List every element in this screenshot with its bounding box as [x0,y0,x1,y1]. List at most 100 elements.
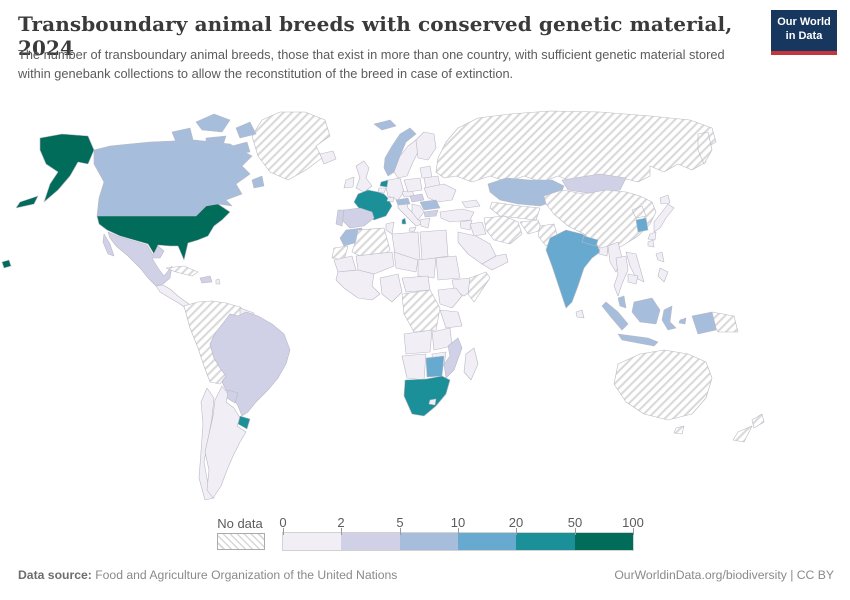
country-mali[interactable] [355,251,395,275]
country-central-asia[interactable] [489,201,541,221]
country-austria[interactable] [395,197,411,206]
country-taiwan[interactable] [647,239,655,248]
country-canada-arctic3[interactable] [171,127,194,143]
country-canada-arctic1[interactable] [195,113,231,133]
country-west-africa[interactable] [335,269,381,301]
country-egypt[interactable] [419,229,449,261]
country-svalbard[interactable] [373,119,397,131]
country-iran[interactable] [483,215,523,245]
country-kamchatka[interactable] [697,131,713,165]
country-thailand[interactable] [613,255,629,297]
country-india[interactable] [545,229,601,309]
country-norway[interactable] [383,127,417,177]
country-malaysia[interactable] [617,295,627,309]
country-germany[interactable] [385,177,405,201]
country-lesser-antilles[interactable] [215,278,221,285]
country-vietnam-laos[interactable] [625,251,645,283]
country-syria[interactable] [459,219,473,231]
country-iceland[interactable] [319,150,337,165]
country-philippines-luzon[interactable] [655,251,665,263]
country-tanzania[interactable] [439,309,463,329]
country-united-states[interactable] [96,203,231,261]
country-switzerland[interactable] [386,196,395,203]
country-cambodia[interactable] [627,273,639,285]
country-somalia[interactable] [467,271,491,303]
country-poland[interactable] [403,177,423,193]
owid-link[interactable]: OurWorldinData.org/biodiversity | CC BY [614,568,834,582]
country-tasmania[interactable] [673,425,685,435]
country-madagascar[interactable] [463,347,479,381]
country-namibia[interactable] [401,353,427,381]
legend-no-data-swatch[interactable] [217,533,265,550]
country-new-zealand-north[interactable] [751,413,765,429]
country-hawaii[interactable] [1,259,12,269]
country-canada-arctic2[interactable] [235,121,257,139]
country-spain[interactable] [341,207,375,229]
country-nepal[interactable] [581,235,599,247]
country-netherlands[interactable] [379,179,389,188]
country-bulgaria[interactable] [423,209,439,218]
country-mexico[interactable] [107,231,173,287]
legend-bin-0-2[interactable] [283,533,342,550]
country-papua-new-guinea[interactable] [711,311,739,333]
legend-bin-20-50[interactable] [516,533,575,550]
country-iraq[interactable] [469,221,487,237]
country-sulawesi[interactable] [661,305,677,331]
country-new-zealand-south[interactable] [732,425,753,443]
country-java[interactable] [617,333,659,347]
country-west-papua[interactable] [691,311,717,335]
country-sumatra[interactable] [601,301,629,331]
country-ukraine[interactable] [423,183,457,203]
country-north-korea[interactable] [631,205,647,219]
country-central-african-republic[interactable] [401,275,431,293]
legend-bin-5-10[interactable] [399,533,458,550]
country-hispaniola[interactable] [199,275,213,284]
country-alaska[interactable] [39,133,95,203]
country-sudan[interactable] [435,255,461,281]
country-borneo[interactable] [631,297,661,325]
country-finland[interactable] [415,131,437,161]
country-dr-congo[interactable] [401,289,441,333]
country-tunisia[interactable] [385,221,395,235]
country-hungary[interactable] [409,193,425,203]
country-nigeria-cameroon[interactable] [379,273,403,303]
country-japan-kyushu[interactable] [647,231,657,241]
country-argentina[interactable] [204,385,247,499]
legend-bin-50-100[interactable] [574,533,633,550]
country-sicily[interactable] [408,226,417,233]
country-baltics[interactable] [419,165,433,179]
country-mongolia[interactable] [561,173,627,195]
world-choropleth-map[interactable] [0,106,850,506]
country-aleutians[interactable] [15,195,39,209]
country-australia[interactable] [613,349,713,421]
country-portugal[interactable] [335,209,345,227]
country-turkey[interactable] [439,208,475,223]
country-botswana[interactable] [425,355,445,378]
legend-bin-10-20[interactable] [457,533,517,550]
country-caucasus[interactable] [461,199,481,209]
country-angola[interactable] [403,329,433,355]
country-romania[interactable] [419,199,441,211]
country-bangladesh[interactable] [598,245,609,257]
country-niger[interactable] [393,251,419,273]
country-south-africa[interactable] [403,375,451,417]
country-greece[interactable] [419,217,431,229]
owid-logo[interactable]: Our World in Data [771,10,837,55]
country-moluccas[interactable] [678,317,687,325]
country-belgium[interactable] [377,187,387,194]
country-mexico-baja[interactable] [102,233,115,257]
country-philippines-mindanao[interactable] [657,267,669,283]
country-ireland[interactable] [343,176,355,189]
country-sri-lanka[interactable] [575,309,585,319]
country-uruguay[interactable] [237,415,251,430]
country-japan-hokkaido[interactable] [659,194,671,205]
country-canada[interactable] [93,139,253,217]
country-russia[interactable] [435,110,717,185]
country-south-korea[interactable] [635,217,649,233]
country-lesotho[interactable] [428,398,437,406]
country-japan-honshu[interactable] [653,203,675,233]
country-paraguay[interactable] [226,389,239,404]
country-united-kingdom[interactable] [355,160,373,193]
country-yemen-oman[interactable] [481,253,509,271]
country-cuba[interactable] [165,265,199,277]
